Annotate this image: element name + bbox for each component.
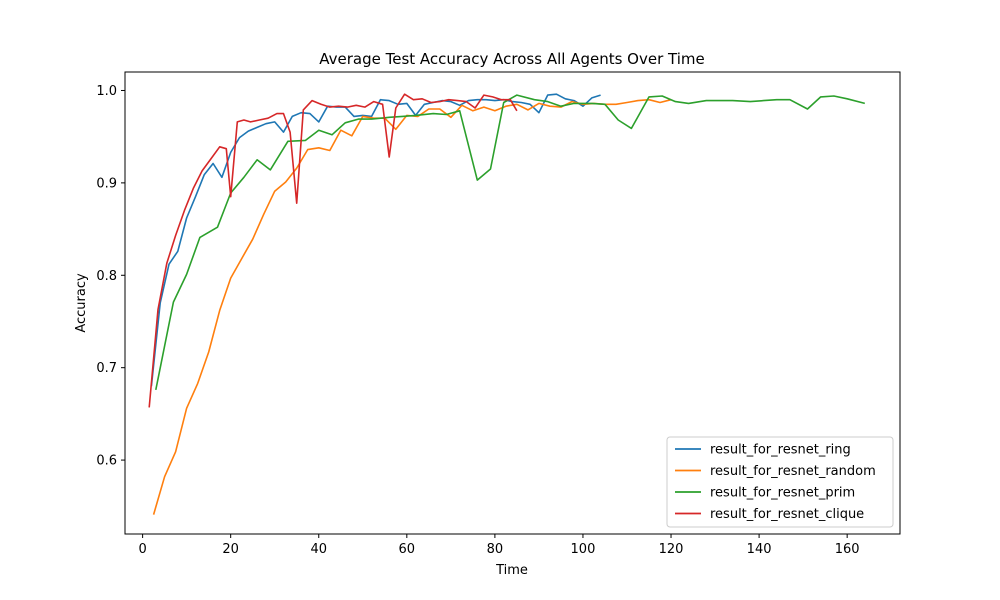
x-tick-label: 120 bbox=[659, 542, 684, 557]
legend-entry-3: result_for_resnet_clique bbox=[710, 507, 864, 522]
x-tick-label: 40 bbox=[310, 542, 327, 557]
x-tick-label: 80 bbox=[487, 542, 504, 557]
x-tick-label: 60 bbox=[399, 542, 416, 557]
legend: result_for_resnet_ring result_for_resnet_… bbox=[666, 436, 894, 528]
y-tick-label: 0.9 bbox=[96, 176, 117, 191]
series-line-2 bbox=[155, 94, 866, 391]
chart-title: Average Test Accuracy Across All Agents … bbox=[319, 50, 704, 68]
y-tick-label: 0.7 bbox=[96, 361, 117, 376]
series-line-3 bbox=[148, 93, 518, 408]
legend-box bbox=[666, 436, 894, 528]
x-tick-label: 160 bbox=[835, 542, 860, 557]
x-tick-label: 20 bbox=[222, 542, 239, 557]
plot-area-frame bbox=[124, 71, 901, 535]
y-tick-label: 0.8 bbox=[96, 269, 117, 284]
y-tick-label: 0.6 bbox=[96, 454, 117, 469]
x-tick-label: 140 bbox=[747, 542, 772, 557]
series-line-0 bbox=[150, 93, 601, 387]
legend-entry-2: result_for_resnet_prim bbox=[710, 486, 855, 501]
x-tick-label: 100 bbox=[571, 542, 596, 557]
y-axis-label: Accuracy bbox=[74, 273, 89, 333]
x-axis-ticks: 0 20 40 60 80 100 120 140 160 bbox=[138, 534, 860, 557]
y-tick-label: 1.0 bbox=[96, 84, 117, 99]
plot-lines bbox=[148, 93, 866, 515]
x-axis-label: Time bbox=[495, 563, 528, 578]
legend-items: result_for_resnet_ring result_for_resnet_… bbox=[675, 443, 876, 522]
y-axis-ticks: 0.6 0.7 0.8 0.9 1.0 bbox=[96, 84, 125, 469]
x-tick-label: 0 bbox=[138, 542, 146, 557]
legend-entry-1: result_for_resnet_random bbox=[710, 464, 876, 479]
legend-entry-0: result_for_resnet_ring bbox=[710, 443, 851, 458]
